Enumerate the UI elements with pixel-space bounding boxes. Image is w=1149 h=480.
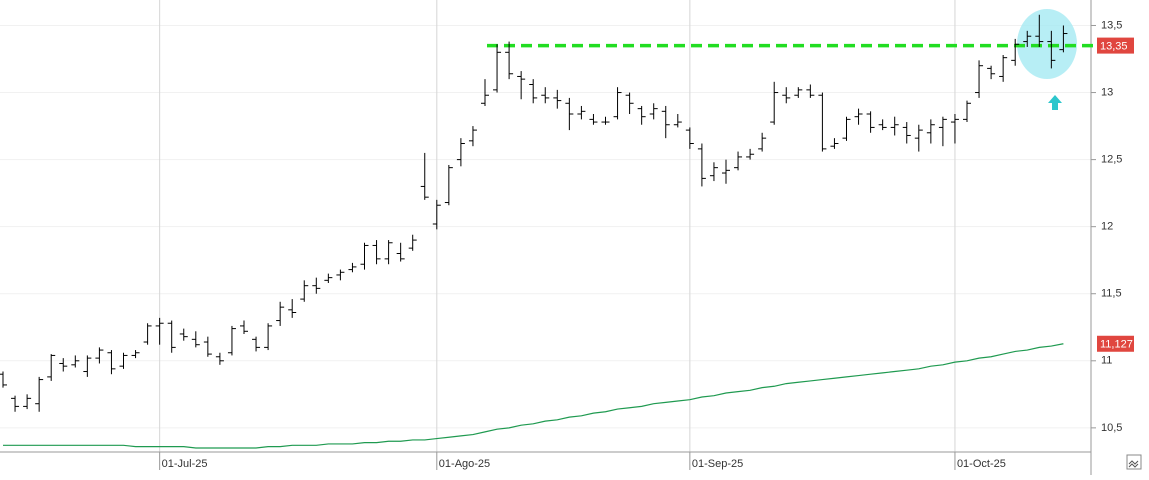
price-tag-label: 11,127 — [1100, 339, 1133, 351]
price-tag — [1097, 335, 1134, 352]
price-tag — [1097, 37, 1134, 54]
y-tick-label: 12 — [1101, 221, 1113, 233]
x-tick-label: 01-Ago-25 — [439, 458, 490, 470]
up-arrow — [1048, 95, 1062, 110]
icon-glyph — [1128, 460, 1139, 468]
x-tick-label: 01-Sep-25 — [692, 458, 743, 470]
y-tick-label: 12,5 — [1101, 154, 1122, 166]
highlight-circle — [1017, 9, 1077, 79]
x-tick-label: 01-Oct-25 — [957, 458, 1006, 470]
corner-icon — [1126, 454, 1142, 470]
x-tick-label: 01-Jul-25 — [162, 458, 208, 470]
y-tick-label: 10,5 — [1101, 422, 1122, 434]
y-tick-label: 13,5 — [1101, 19, 1122, 31]
y-tick-label: 13 — [1101, 86, 1113, 98]
y-tick-label: 11 — [1101, 355, 1112, 367]
y-tick-label: 11,5 — [1101, 288, 1122, 300]
moving-average-line — [3, 343, 1064, 449]
price-tag-label: 13,35 — [1100, 41, 1128, 53]
